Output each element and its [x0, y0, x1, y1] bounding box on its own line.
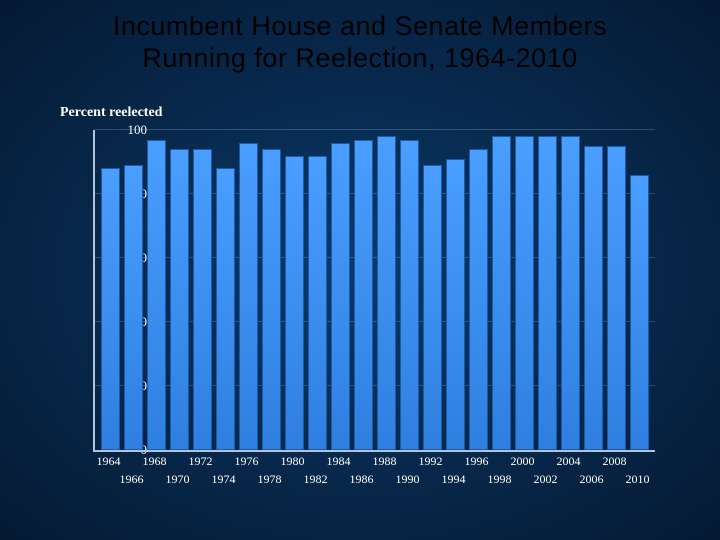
y-axis-label: Percent reelected	[60, 105, 162, 121]
bar-slot	[306, 130, 329, 450]
bar	[216, 168, 235, 450]
x-labels-top-row: 1964 1968 1972 1976 1980 1984 1988 1992 1996 2000…	[93, 454, 653, 472]
x-axis-labels: 1964 1968 1972 1976 1980 1984 1988 1992 1996 2000…	[93, 454, 653, 494]
bar-slot	[513, 130, 536, 450]
bar	[101, 168, 120, 450]
bar-slot	[237, 130, 260, 450]
x-tick-label: 1998	[488, 472, 512, 487]
bar-slot	[467, 130, 490, 450]
bar	[262, 149, 281, 450]
bar-slot	[605, 130, 628, 450]
x-tick-label: 1978	[258, 472, 282, 487]
x-tick-label: 1992	[419, 454, 443, 469]
x-tick-label: 1972	[189, 454, 213, 469]
bar	[124, 165, 143, 450]
bar	[354, 140, 373, 450]
x-labels-bottom-row: 1966 1970 1974 1978 1982 1986 1990 1994 1998 2002…	[93, 472, 653, 490]
bar-slot	[260, 130, 283, 450]
bar-slot	[398, 130, 421, 450]
x-tick-label: 1974	[212, 472, 236, 487]
bar	[170, 149, 189, 450]
x-tick-label: 2010	[626, 472, 650, 487]
bar-slot	[375, 130, 398, 450]
x-tick-label: 1996	[465, 454, 489, 469]
bar	[193, 149, 212, 450]
x-tick-label: 2006	[580, 472, 604, 487]
bar	[538, 136, 557, 450]
x-tick-label: 1982	[304, 472, 328, 487]
bar	[331, 143, 350, 450]
x-tick-label: 1964	[97, 454, 121, 469]
bar-slot	[191, 130, 214, 450]
bar-slot	[559, 130, 582, 450]
x-tick-label: 1980	[281, 454, 305, 469]
bar	[607, 146, 626, 450]
bar-slot	[421, 130, 444, 450]
bar	[239, 143, 258, 450]
bar	[584, 146, 603, 450]
x-tick-label: 1970	[166, 472, 190, 487]
bar	[630, 175, 649, 450]
x-tick-label: 2002	[534, 472, 558, 487]
x-tick-label: 2008	[603, 454, 627, 469]
bar	[515, 136, 534, 450]
bar-slot	[214, 130, 237, 450]
bar-slot	[283, 130, 306, 450]
x-tick-label: 1988	[373, 454, 397, 469]
x-tick-label: 2000	[511, 454, 535, 469]
bar	[377, 136, 396, 450]
bar-slot	[582, 130, 605, 450]
x-tick-label: 2004	[557, 454, 581, 469]
x-tick-label: 1994	[442, 472, 466, 487]
bar	[561, 136, 580, 450]
bar	[446, 159, 465, 450]
bar	[423, 165, 442, 450]
bar	[285, 156, 304, 450]
slide-title: Incumbent House and Senate Members Runni…	[0, 0, 720, 75]
bar	[147, 140, 166, 450]
bar	[469, 149, 488, 450]
bar-slot	[122, 130, 145, 450]
x-tick-label: 1984	[327, 454, 351, 469]
title-line-2: Running for Reelection, 1964-2010	[142, 43, 577, 73]
bar-slot	[490, 130, 513, 450]
bar	[400, 140, 419, 450]
bar-slot	[444, 130, 467, 450]
bar-slot	[352, 130, 375, 450]
x-tick-label: 1976	[235, 454, 259, 469]
bar-slot	[628, 130, 651, 450]
bar-slot	[168, 130, 191, 450]
bars-container	[95, 130, 655, 450]
x-tick-label: 1990	[396, 472, 420, 487]
bar-slot	[99, 130, 122, 450]
bar-slot	[329, 130, 352, 450]
bar-slot	[536, 130, 559, 450]
bar	[492, 136, 511, 450]
bar-slot	[145, 130, 168, 450]
title-line-1: Incumbent House and Senate Members	[113, 11, 607, 41]
x-tick-label: 1968	[143, 454, 167, 469]
slide: Incumbent House and Senate Members Runni…	[0, 0, 720, 540]
x-tick-label: 1966	[120, 472, 144, 487]
x-tick-label: 1986	[350, 472, 374, 487]
plot-area	[93, 130, 655, 452]
chart-area: Percent reelected 020406080100 196419681…	[55, 110, 675, 510]
bar	[308, 156, 327, 450]
